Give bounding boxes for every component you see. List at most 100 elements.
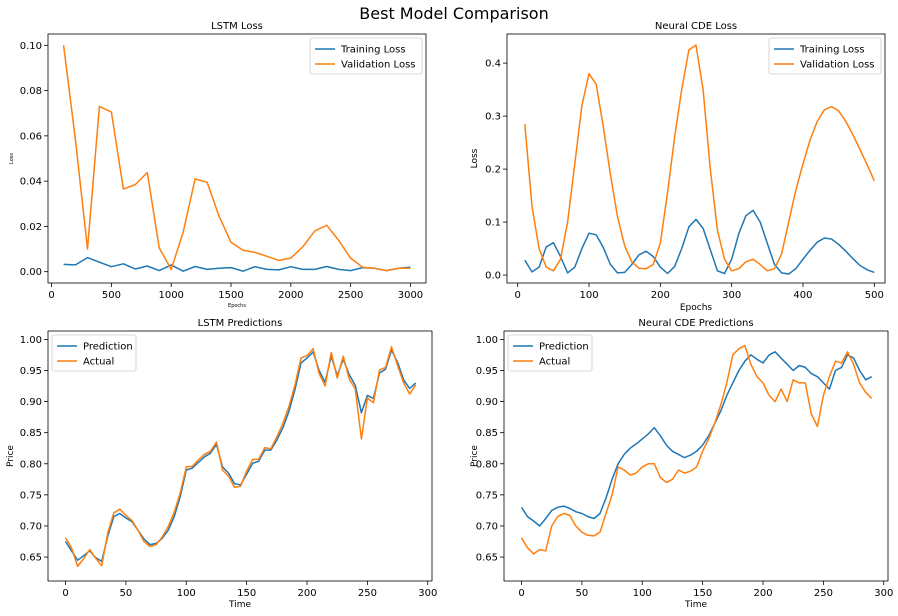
y-tick-label: 1.00	[20, 335, 42, 346]
plot-frame	[503, 330, 889, 582]
x-tick-label: 100	[633, 588, 652, 599]
y-tick-label: 0.08	[20, 86, 42, 97]
legend-box	[309, 37, 423, 75]
y-tick-label: 0.95	[20, 366, 42, 377]
y-tick-label: 0.75	[20, 490, 42, 501]
x-tick-label: 300	[874, 588, 893, 599]
x-tick-label: 500	[865, 290, 884, 301]
y-tick-label: 0.65	[20, 553, 42, 564]
x-tick-label: 150	[237, 588, 256, 599]
y-tick-label: 0.75	[476, 490, 498, 501]
series-line-prediction	[520, 351, 873, 527]
x-tick-label: 0	[518, 588, 524, 599]
x-tick-label: 3000	[398, 290, 423, 301]
x-tick-label: 0	[62, 588, 68, 599]
x-axis-label: Time	[228, 600, 251, 610]
x-tick-label: 300	[418, 588, 437, 599]
x-tick-label: 200	[297, 588, 316, 599]
series-line-training-loss	[524, 209, 875, 275]
y-tick-label: 0.4	[485, 59, 501, 70]
y-tick-label: 0.06	[20, 131, 42, 142]
y-tick-label: 0.04	[20, 177, 42, 188]
y-tick-label: 0.1	[485, 218, 501, 229]
series-line-training-loss	[63, 256, 411, 272]
x-tick-label: 150	[693, 588, 712, 599]
figure-title: Best Model Comparison	[359, 4, 548, 23]
legend-box	[51, 334, 137, 372]
x-tick-label: 0	[48, 290, 54, 301]
chart-title: LSTM Predictions	[198, 318, 283, 329]
legend: Prediction Actual	[507, 334, 593, 372]
y-tick-label: 0.00	[20, 267, 42, 278]
x-tick-label: 0	[515, 290, 521, 301]
x-tick-label: 250	[358, 588, 377, 599]
legend-label-prediction: Prediction	[539, 342, 589, 353]
y-tick-label: 0.85	[20, 428, 42, 439]
y-axis-label: Loss	[470, 148, 480, 168]
legend: Training Loss Validation Loss	[768, 37, 882, 75]
x-tick-label: 250	[814, 588, 833, 599]
x-tick-label: 1000	[158, 290, 183, 301]
y-tick-label: 0.10	[20, 41, 42, 52]
chart-panel-3: LSTM Predictions 0 50 100 150 200 250 300 0.65 0.…	[6, 318, 437, 610]
x-tick-label: 300	[722, 290, 741, 301]
y-tick-label: 0.0	[485, 271, 501, 282]
x-tick-label: 1500	[218, 290, 243, 301]
legend-box	[768, 37, 882, 75]
series-line-actual	[520, 344, 873, 555]
legend-label-training-loss: Training Loss	[340, 45, 406, 56]
x-tick-label: 200	[753, 588, 772, 599]
x-tick-label: 2000	[278, 290, 303, 301]
y-tick-label: 0.80	[476, 459, 498, 470]
series-line-validation-loss	[62, 45, 411, 272]
legend-label-actual: Actual	[539, 357, 570, 368]
chart-title: Neural CDE Predictions	[638, 318, 753, 329]
x-tick-label: 2500	[338, 290, 363, 301]
y-tick-label: 0.65	[476, 553, 498, 564]
x-axis-label: Epochs	[680, 303, 713, 313]
y-tick-label: 0.02	[20, 222, 42, 233]
x-tick-label: 400	[793, 290, 812, 301]
plot-frame	[47, 330, 433, 582]
y-axis-label: Loss	[9, 153, 15, 164]
x-tick-label: 50	[576, 588, 589, 599]
plot-frame	[47, 33, 427, 284]
series-line-validation-loss	[524, 44, 875, 272]
legend-label-prediction: Prediction	[83, 342, 133, 353]
legend-label-validation-loss: Validation Loss	[800, 60, 875, 71]
legend-label-actual: Actual	[83, 357, 114, 368]
y-tick-label: 0.85	[476, 428, 498, 439]
series-line-actual	[64, 346, 417, 568]
y-tick-label: 0.90	[476, 397, 498, 408]
x-axis-label: Epochs	[228, 303, 246, 309]
y-axis-label: Price	[6, 445, 16, 467]
x-tick-label: 100	[579, 290, 598, 301]
y-tick-label: 1.00	[476, 335, 498, 346]
x-tick-label: 50	[120, 588, 133, 599]
x-tick-label: 500	[102, 290, 121, 301]
chart-panel-1: LSTM Loss 0 500 1000 1500 2000 2500 3000 0.00 0.0…	[9, 21, 427, 309]
x-tick-label: 200	[651, 290, 670, 301]
y-tick-label: 0.90	[20, 397, 42, 408]
legend-label-training-loss: Training Loss	[799, 45, 865, 56]
chart-title: Neural CDE Loss	[655, 21, 737, 32]
legend: Prediction Actual	[51, 334, 137, 372]
chart-panel-2: Neural CDE Loss 0 100 200 300 400 500 0.0 0.1 0.2…	[470, 21, 886, 313]
y-tick-label: 0.3	[485, 112, 501, 123]
y-axis-label: Price	[470, 445, 480, 467]
legend-label-validation-loss: Validation Loss	[341, 60, 416, 71]
x-axis-label: Time	[684, 600, 707, 610]
x-tick-label: 100	[177, 588, 196, 599]
y-tick-label: 0.2	[485, 165, 501, 176]
legend-box	[507, 334, 593, 372]
y-tick-label: 0.80	[20, 459, 42, 470]
chart-title: LSTM Loss	[211, 21, 263, 32]
plot-frame	[506, 33, 886, 284]
y-tick-label: 0.95	[476, 366, 498, 377]
y-tick-label: 0.70	[476, 521, 498, 532]
legend: Training Loss Validation Loss	[309, 37, 423, 75]
y-tick-label: 0.70	[20, 521, 42, 532]
chart-panel-4: Neural CDE Predictions 0 50 100 150 200 250 300…	[470, 318, 893, 610]
